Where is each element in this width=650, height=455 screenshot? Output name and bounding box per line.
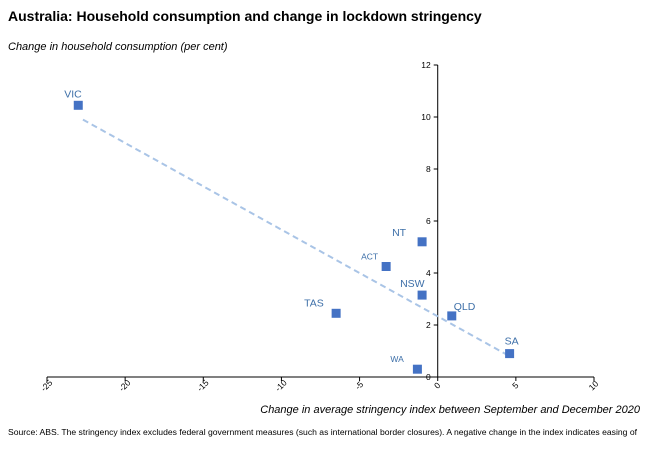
x-tick-label: -20 [117,377,133,393]
y-tick-label: 8 [426,164,431,174]
data-point-vic [73,100,83,110]
data-point-sa [505,349,515,359]
x-tick-label: 0 [432,380,443,391]
point-label-nsw: NSW [400,278,425,290]
x-tick-label: -5 [353,379,366,392]
y-tick-label: 10 [421,112,431,122]
y-tick-label: 6 [426,216,431,226]
y-tick-label: 0 [426,372,431,382]
y-tick-label: 12 [421,60,431,70]
data-point-act [381,262,391,271]
x-tick-label: 5 [510,380,521,391]
point-label-qld: QLD [454,301,476,313]
x-tick-label: -25 [39,377,55,393]
y-tick-label: 4 [426,268,431,278]
source-note: Source: ABS. The stringency index exclud… [8,427,637,437]
data-point-wa [412,364,422,374]
data-point-tas [331,308,341,318]
chart-title: Australia: Household consumption and cha… [8,8,482,24]
x-tick-label: -10 [273,377,289,393]
data-point-qld [447,311,457,321]
point-label-wa: WA [390,354,404,364]
point-label-nt: NT [392,227,407,239]
data-point-nsw [417,290,427,300]
x-tick-label: -15 [195,377,211,393]
y-axis-label: Change in household consumption (per cen… [8,41,228,53]
point-label-sa: SA [505,336,519,348]
point-label-vic: VIC [64,88,82,100]
point-label-act: ACT [361,252,378,262]
y-tick-label: 2 [426,320,431,330]
x-tick-label: 10 [587,378,601,392]
data-point-nt [417,237,427,247]
trendline [82,118,511,358]
x-axis-label: Change in average stringency index betwe… [260,404,640,416]
point-label-tas: TAS [304,297,324,309]
